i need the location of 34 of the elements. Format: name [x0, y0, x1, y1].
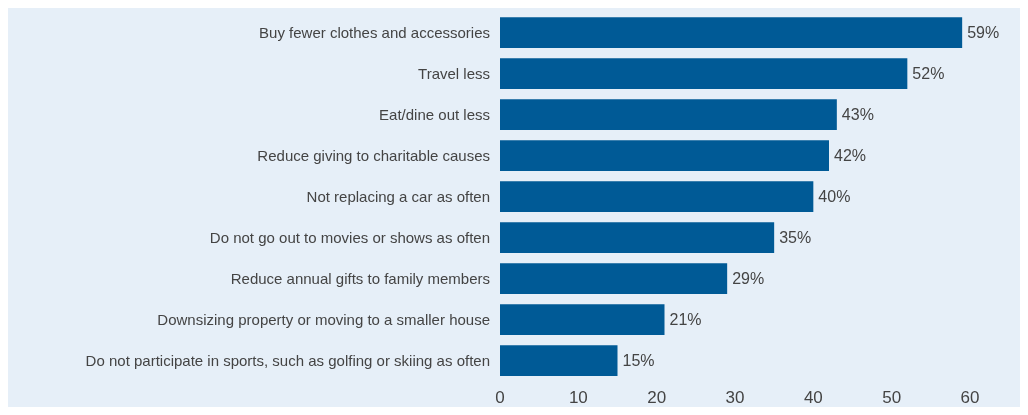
y-tick-label: Do not go out to movies or shows as often [209, 229, 490, 246]
data-label: 35% [779, 229, 812, 246]
bar [500, 263, 728, 294]
x-tick-label: 40 [803, 388, 823, 407]
bar [500, 304, 665, 335]
bar [500, 58, 908, 89]
x-tick-label: 60 [960, 388, 980, 407]
y-tick-label: Buy fewer clothes and accessories [259, 24, 490, 41]
x-tick-label: 30 [725, 388, 745, 407]
y-tick-label: Reduce annual gifts to family members [230, 270, 490, 287]
data-label: 40% [818, 188, 851, 205]
bar [500, 99, 837, 130]
x-tick-label: 10 [568, 388, 588, 407]
y-tick-label: Eat/dine out less [379, 106, 490, 123]
data-label: 43% [841, 106, 874, 123]
data-label: 42% [834, 147, 867, 164]
data-label: 15% [622, 352, 655, 369]
bar [500, 17, 963, 48]
y-tick-label: Do not participate in sports, such as golfing or skiing as often [85, 352, 490, 369]
data-label: 59% [967, 24, 1000, 41]
x-tick-label: 0 [495, 388, 505, 407]
y-tick-label: Not replacing a car as often [306, 188, 490, 205]
x-tick-label: 20 [647, 388, 667, 407]
bar [500, 345, 618, 376]
data-label: 21% [669, 311, 702, 328]
bar [500, 222, 775, 253]
data-label: 52% [912, 65, 945, 82]
bar [500, 181, 814, 212]
data-label: 29% [732, 270, 765, 287]
y-tick-label: Travel less [418, 65, 490, 82]
x-tick-label: 50 [882, 388, 902, 407]
y-tick-label: Reduce giving to charitable causes [257, 147, 490, 164]
y-tick-label: Downsizing property or moving to a smaller house [157, 311, 490, 328]
bar [500, 140, 829, 171]
